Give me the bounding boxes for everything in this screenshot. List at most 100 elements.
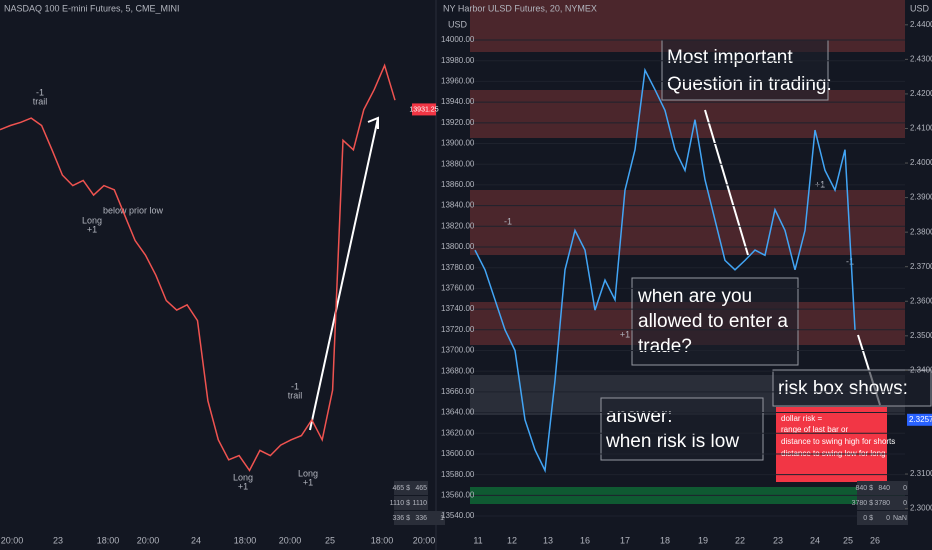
table-cell: [394, 511, 411, 525]
y-tick-label: 13720.00: [441, 325, 475, 334]
x-tick-label: 20:00: [1, 535, 24, 545]
y-tick-label: 13580.00: [441, 470, 475, 479]
callout-text: allowed to enter a: [638, 311, 788, 332]
table-text: 0: [903, 500, 907, 507]
y2-tick-label: 2.3400: [910, 365, 932, 374]
x-tick-label: 18:00: [97, 535, 120, 545]
price-tag: [412, 103, 436, 116]
y-tick-label: 13940.00: [441, 97, 475, 106]
note: trail: [288, 390, 303, 400]
table-text: NaN: [893, 515, 907, 522]
y2-tick-label: 2.4300: [910, 54, 932, 63]
title: NASDAQ 100 E-mini Futures, 5, CME_MINI: [4, 3, 180, 13]
y-tick-label: 13660.00: [441, 387, 475, 396]
y2-tick-label: 2.3100: [910, 469, 932, 478]
note: +1: [238, 481, 248, 491]
x-tick-label: 18: [660, 535, 670, 545]
table-cell: [411, 481, 428, 495]
table-text: 840: [878, 485, 890, 492]
arrow-head: [367, 116, 379, 129]
price-tag: [907, 413, 932, 426]
note: trail: [33, 96, 48, 106]
x-tick-label: 16: [580, 535, 590, 545]
title: NY Harbor ULSD Futures, 20, NYMEX: [443, 3, 597, 13]
x-tick-label: 25: [325, 535, 335, 545]
y-tick-label: 13600.00: [441, 449, 475, 458]
callout-text: when are you: [637, 286, 752, 307]
y2-tick-label: 2.4200: [910, 89, 932, 98]
y2-tick-label: 2.3900: [910, 193, 932, 202]
table-cell: [394, 481, 411, 495]
table-text: 0: [886, 515, 890, 522]
axis-label: USD: [910, 3, 930, 13]
callout-text: risk box shows:: [778, 378, 908, 399]
table-text: 3780 $: [852, 500, 874, 507]
y-tick-label: 13900.00: [441, 139, 475, 148]
x-tick-label: 12: [507, 535, 517, 545]
callout-text: Most important: [667, 47, 793, 68]
y-tick-label: 13980.00: [441, 56, 475, 65]
callout: [772, 369, 932, 407]
table-cell: [874, 511, 891, 525]
table-cell: [411, 496, 428, 510]
table-text: 336 $: [392, 515, 410, 522]
y2-tick-label: 2.3500: [910, 331, 932, 340]
y-tick-label: 13620.00: [441, 428, 475, 437]
note: Long: [298, 468, 318, 478]
y-tick-label: 13640.00: [441, 408, 475, 417]
table-cell: [874, 481, 891, 495]
table-cell: [857, 496, 874, 510]
zone: [470, 190, 905, 255]
table-text: 1: [440, 515, 444, 522]
risk-text: range of last bar or: [781, 425, 848, 434]
y-tick-label: 13920.00: [441, 118, 475, 127]
y2-tick-label: 2.4100: [910, 124, 932, 133]
y-tick-label: 13880.00: [441, 159, 475, 168]
y2-tick-label: 2.3000: [910, 504, 932, 513]
x-tick-label: 18:00: [371, 535, 394, 545]
table-cell: [874, 496, 891, 510]
price-tag-text: 13931.25: [409, 106, 438, 113]
table-text: 1110 $: [390, 500, 410, 507]
note: -1: [291, 381, 299, 391]
note: +1: [815, 179, 825, 189]
table-text: 465 $: [392, 485, 410, 492]
callout-text: answer:: [606, 406, 673, 427]
note: -1: [846, 256, 854, 266]
y-tick-label: 13780.00: [441, 263, 475, 272]
callout-text: Question in trading:: [667, 74, 832, 95]
note: +1: [620, 329, 630, 339]
note: Long: [82, 215, 102, 225]
x-tick-label: 17: [620, 535, 630, 545]
y2-tick-label: 2.3800: [910, 227, 932, 236]
table-text: 0 $: [863, 515, 873, 522]
table-cell: [428, 511, 445, 525]
x-tick-label: 25: [843, 535, 853, 545]
note: Long: [233, 472, 253, 482]
y-tick-label: 13740.00: [441, 304, 475, 313]
risk-text: dollar risk =: [781, 414, 822, 423]
x-tick-label: 24: [191, 535, 201, 545]
y-tick-label: 13560.00: [441, 490, 475, 499]
table-cell: [394, 496, 411, 510]
x-tick-label: 23: [53, 535, 63, 545]
price-line: [474, 67, 856, 474]
note: +1: [303, 477, 313, 487]
x-tick-label: 24: [810, 535, 820, 545]
y-tick-label: 13860.00: [441, 180, 475, 189]
x-tick-label: 19: [698, 535, 708, 545]
callout-text: when risk is low: [605, 431, 739, 452]
y-tick-label: 13820.00: [441, 221, 475, 230]
callout-text: trade?: [638, 336, 692, 357]
x-tick-label: 11: [473, 535, 482, 545]
table-text: 336: [415, 515, 427, 522]
y2-tick-label: 2.4400: [910, 20, 932, 29]
table-text: 3780: [874, 500, 890, 507]
arrow: [704, 109, 749, 256]
axis-label: USD: [448, 19, 468, 29]
x-tick-label: 20:00: [137, 535, 160, 545]
x-tick-label: 20:00: [279, 535, 302, 545]
x-tick-label: 20:00: [413, 535, 436, 545]
note: below prior low: [103, 205, 164, 215]
